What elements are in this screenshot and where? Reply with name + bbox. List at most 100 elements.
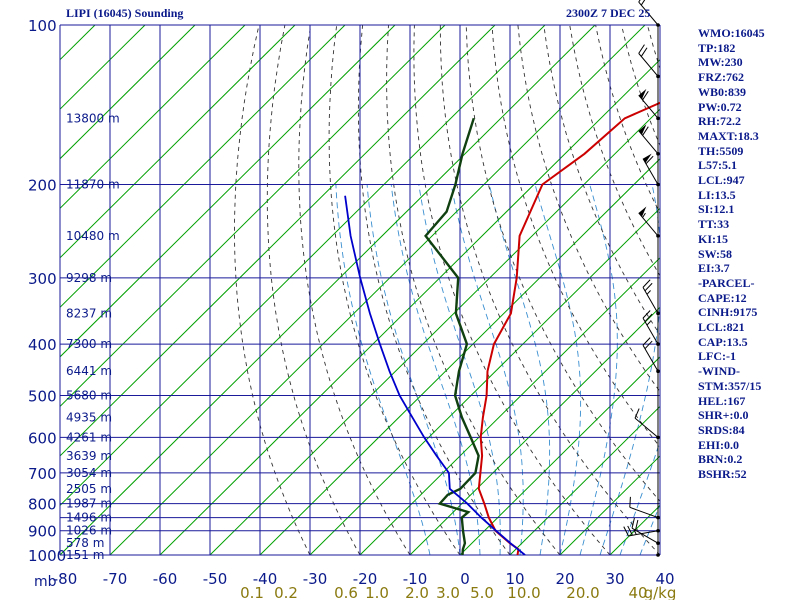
isotherm (60, 25, 396, 358)
moist-adiabat (639, 503, 660, 555)
wind-barb (642, 310, 660, 346)
height-label: 4261 m (66, 430, 112, 444)
pressure-tick-label: 700 (28, 465, 57, 483)
index-line: L57:5.1 (698, 158, 737, 173)
isotherm (60, 25, 346, 309)
pressure-tick-label: 600 (28, 429, 57, 447)
mixing-ratio-label: 20.0 (566, 584, 599, 600)
isotherm (60, 25, 546, 507)
mixing-ratio-label: g/kg (644, 584, 677, 600)
height-label: 11870 m (66, 178, 120, 192)
isotherm (60, 25, 496, 457)
isotherm (409, 306, 660, 555)
pressure-tick-label: 200 (28, 177, 57, 195)
index-line: LCL:821 (698, 320, 745, 335)
index-line: BRN:0.2 (698, 452, 743, 467)
index-line: TH:5509 (698, 143, 744, 158)
temperature-tick-label: 30 (605, 570, 624, 588)
moist-adiabat (418, 184, 501, 555)
index-line: CINH:9175 (698, 305, 758, 320)
index-line: WB0:839 (698, 84, 746, 99)
index-line: CAP:13.5 (698, 334, 748, 349)
index-line: LFC:-1 (698, 349, 736, 364)
isotherm (60, 25, 296, 259)
pressure-tick-label: 900 (28, 523, 57, 541)
wind-barb (631, 517, 660, 545)
dry-adiabat (357, 25, 511, 555)
wind-barb (629, 496, 660, 520)
isotherm (209, 108, 660, 555)
mixing-ratio-label: 0.6 (334, 584, 358, 600)
wind-barb (638, 206, 660, 238)
index-line: -PARCEL- (698, 275, 755, 290)
height-label: 8237 m (66, 306, 112, 320)
index-line: HEL:167 (698, 393, 746, 408)
dewpoint-profile (424, 117, 480, 555)
index-line: EI:3.7 (698, 261, 730, 276)
index-line: PW:0.72 (698, 99, 742, 114)
temperature-tick-label: -20 (353, 570, 378, 588)
index-line: TT:33 (698, 217, 730, 232)
index-line: SI:12.1 (698, 202, 735, 217)
index-line: WMO:16045 (698, 26, 765, 40)
isotherm (459, 356, 660, 555)
temperature-tick-label: -40 (253, 570, 278, 588)
temperature-tick-label: 40 (655, 570, 674, 588)
moist-adiabat (619, 440, 660, 555)
moist-adiabat (450, 184, 524, 555)
pressure-tick-label: 100 (28, 17, 57, 35)
dry-adiabat (491, 25, 660, 448)
temperature-tick-label: -10 (403, 570, 428, 588)
wind-barb (642, 279, 660, 316)
index-line: EHI:0.0 (698, 437, 740, 452)
height-label: 1496 m (66, 511, 112, 525)
temperature-tick-label: 20 (555, 570, 574, 588)
index-line: MAXT:18.3 (698, 128, 759, 143)
isotherm (60, 25, 196, 160)
temperature-tick-label: -80 (53, 570, 78, 588)
mixing-ratio-label: 2.0 (405, 584, 429, 600)
index-line: BSHR:52 (698, 467, 747, 482)
mixing-ratio-label: 5.0 (470, 584, 494, 600)
pressure-tick-label: 500 (28, 387, 57, 405)
isotherm (159, 58, 660, 555)
index-line: CAPE:12 (698, 290, 747, 305)
wind-barb (638, 0, 660, 27)
index-line: MW:230 (698, 55, 743, 70)
wind-barb (638, 44, 660, 79)
wind-barb (656, 553, 660, 557)
height-label: 13800 m (66, 111, 120, 125)
wind-barb (634, 408, 660, 440)
isotherm (559, 455, 660, 555)
index-line: KI:15 (698, 231, 728, 246)
temperature-tick-label: -30 (303, 570, 328, 588)
wind-barb (623, 525, 660, 537)
dry-adiabat (465, 25, 660, 502)
height-label: 3639 m (66, 449, 112, 463)
isotherm (60, 25, 446, 408)
indices-panel: WMO:16045 TP:182 MW:230 FRZ:762 WB0:839 PW:0.… (698, 26, 800, 482)
index-line: RH:72.2 (698, 114, 741, 129)
mixing-ratio-label: 1.0 (365, 584, 389, 600)
wind-barb (638, 88, 660, 121)
dry-adiabat (266, 25, 361, 555)
isotherm (309, 207, 660, 555)
height-label: 1987 m (66, 497, 112, 511)
dry-adiabat (298, 25, 411, 555)
index-line: -WIND- (698, 364, 740, 379)
isotherm (259, 158, 660, 555)
sounding-time: 2300Z 7 DEC 25 (566, 6, 651, 20)
height-label: 6441 m (66, 364, 112, 378)
isotherm (359, 257, 660, 555)
dry-adiabat (517, 25, 660, 393)
mixing-ratio-label: 3.0 (436, 584, 460, 600)
mixing-ratio-label: 0.2 (274, 584, 298, 600)
temperature-tick-label: 0 (460, 570, 470, 588)
height-label: 1026 m (66, 524, 112, 538)
index-line: FRZ:762 (698, 70, 744, 85)
index-line: SRDS:84 (698, 422, 745, 437)
index-line: LCL:947 (698, 173, 745, 188)
pressure-tick-label: 800 (28, 496, 57, 514)
mixing-ratio-label: 10.0 (507, 584, 540, 600)
height-label: 578 m (66, 536, 104, 550)
